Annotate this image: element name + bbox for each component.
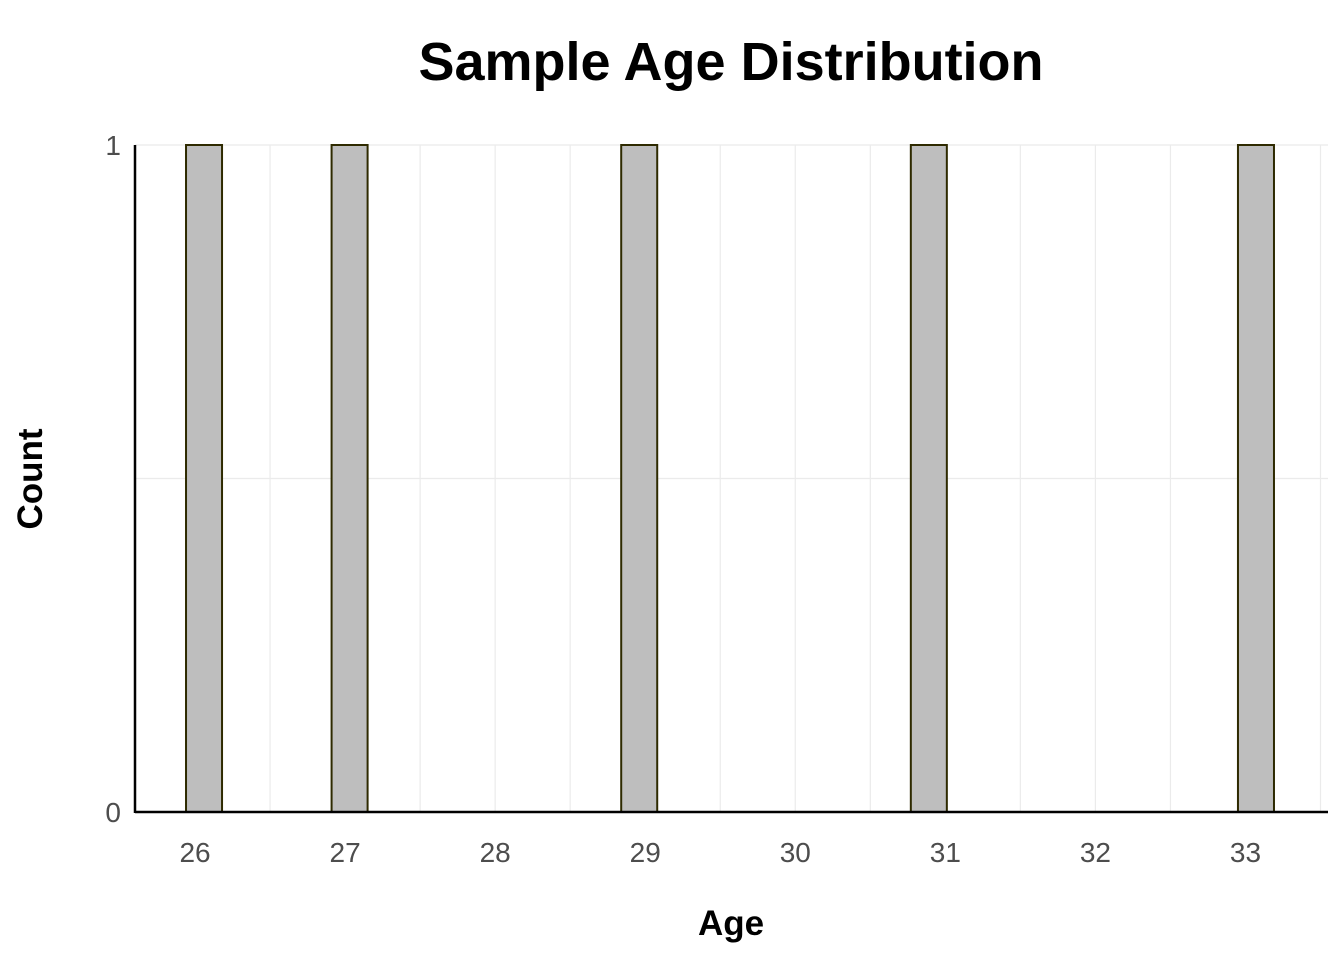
- histogram-bar: [330, 144, 369, 813]
- chart-title: Sample Age Distribution: [418, 32, 1043, 92]
- histogram-bar: [1236, 144, 1275, 813]
- bars: [185, 144, 1275, 813]
- y-tick-label: 1: [105, 130, 121, 161]
- x-tick-label: 29: [630, 837, 661, 868]
- histogram-bar: [909, 144, 948, 813]
- x-tick-label: 32: [1080, 837, 1111, 868]
- axes: [133, 145, 1328, 814]
- x-tick-label: 28: [480, 837, 511, 868]
- x-tick-label: 30: [780, 837, 811, 868]
- x-tick-label: 33: [1230, 837, 1261, 868]
- y-tick-label: 0: [105, 797, 121, 828]
- x-tick-label: 27: [330, 837, 361, 868]
- histogram-bar: [185, 144, 224, 813]
- y-axis-title: Count: [11, 428, 50, 529]
- tick-labels: 26 27 28 29 30 31 32 33 0 1: [105, 130, 1261, 868]
- x-axis-title: Age: [698, 904, 764, 943]
- grid-lines: [135, 144, 1328, 813]
- x-tick-label: 31: [930, 837, 961, 868]
- x-tick-label: 26: [179, 837, 210, 868]
- histogram-bar: [620, 144, 659, 813]
